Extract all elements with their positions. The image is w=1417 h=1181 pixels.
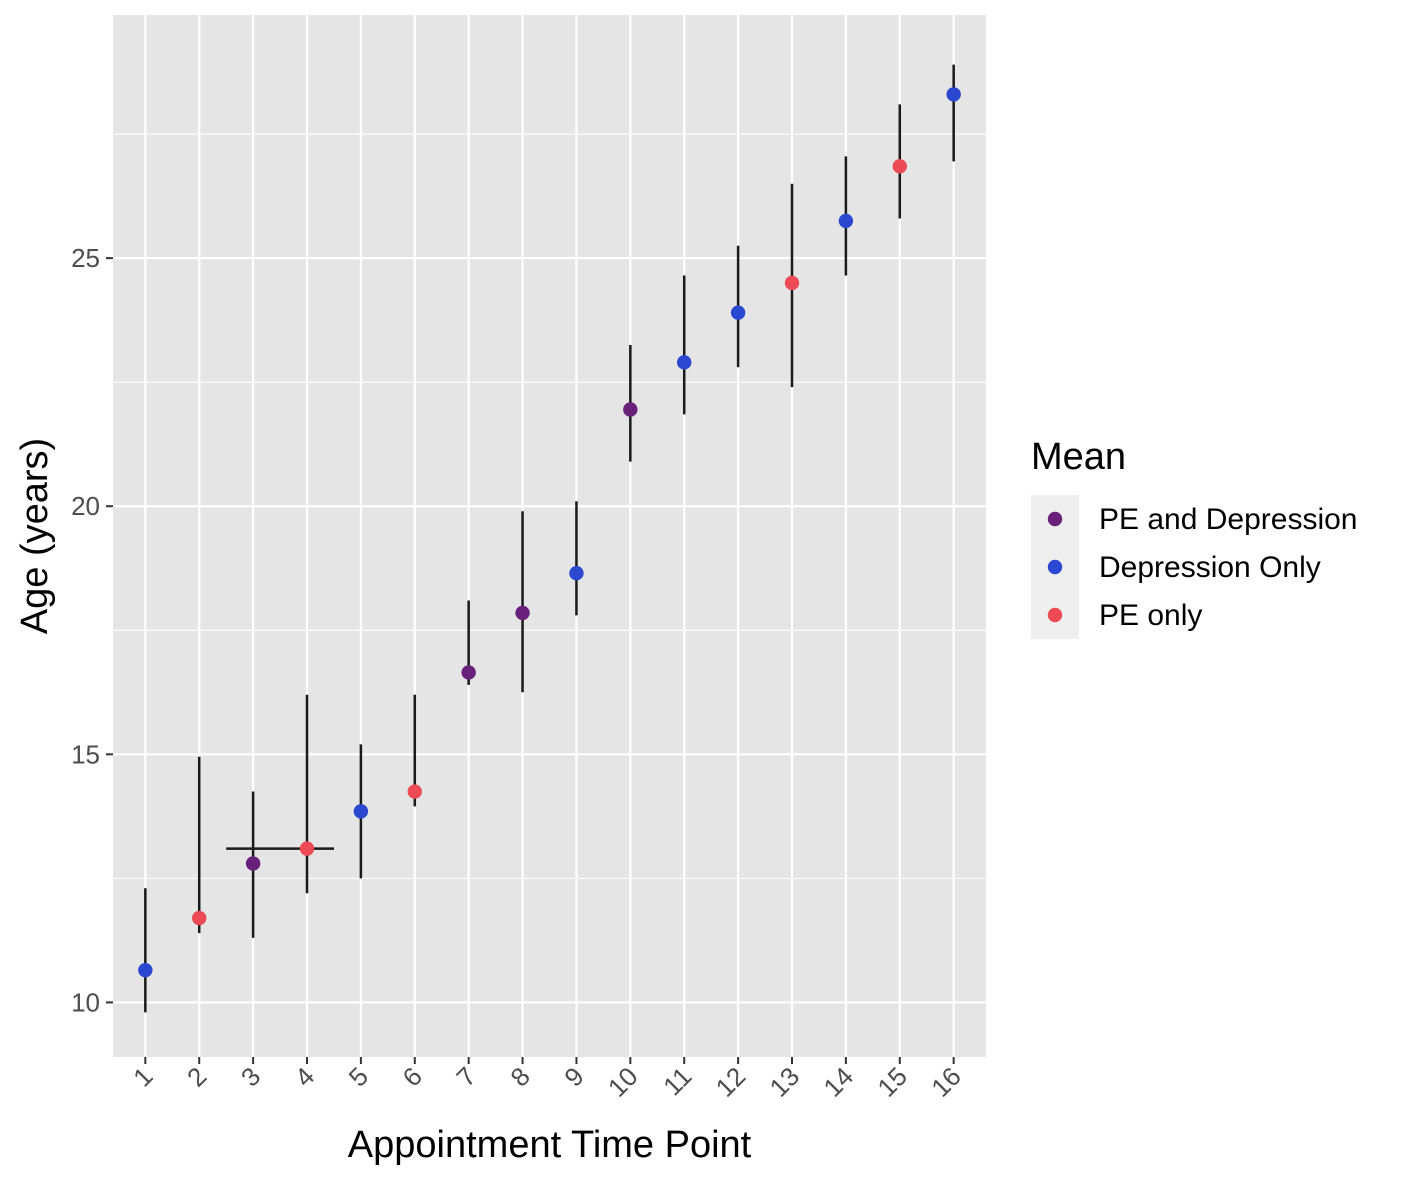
x-tick-label: 1 <box>127 1061 158 1092</box>
mean-point <box>138 962 153 978</box>
mean-point <box>407 784 422 799</box>
y-tick-label: 15 <box>71 739 100 769</box>
x-tick-label: 12 <box>710 1061 752 1103</box>
legend-label: PE only <box>1099 599 1202 632</box>
mean-point <box>569 566 584 581</box>
mean-points <box>138 87 961 978</box>
x-tick-label: 16 <box>925 1061 967 1103</box>
grid-lines <box>113 15 986 1057</box>
legend-label: Depression Only <box>1099 551 1321 584</box>
mean-point <box>677 355 692 370</box>
legend-dot <box>1047 511 1063 527</box>
mean-point <box>838 213 854 229</box>
mean-point <box>192 910 207 926</box>
legend-title: Mean <box>1031 436 1126 478</box>
legend-dot <box>1047 607 1063 623</box>
x-tick-label: 15 <box>871 1061 913 1103</box>
x-axis-title: Appointment Time Point <box>348 1124 752 1166</box>
x-tick-label: 9 <box>558 1061 589 1092</box>
y-axis-title: Age (years) <box>14 438 56 634</box>
x-tick-label: 5 <box>343 1061 374 1092</box>
legend-label: PE and Depression <box>1099 503 1358 536</box>
x-tick-label: 11 <box>657 1061 697 1101</box>
x-tick-label: 2 <box>181 1061 212 1092</box>
plot-panel <box>113 15 986 1057</box>
x-tick-label: 3 <box>235 1061 266 1092</box>
legend-dot <box>1047 559 1063 575</box>
x-tick-label: 6 <box>397 1061 428 1092</box>
x-axis: 1 2 3 4 5 6 7 8 9 10 11 12 13 14 15 16 <box>127 1057 967 1103</box>
x-tick-label: 4 <box>289 1061 320 1092</box>
x-tick-label: 7 <box>450 1061 481 1092</box>
mean-point <box>784 275 800 291</box>
mean-point <box>515 605 530 621</box>
legend: Mean PE and Depression Depression Only PE … <box>1031 436 1358 639</box>
y-tick-label: 10 <box>71 987 100 1017</box>
mean-point <box>730 305 746 320</box>
mean-point <box>353 804 369 819</box>
x-tick-label: 14 <box>817 1061 859 1103</box>
x-tick-label: 8 <box>504 1061 535 1092</box>
mean-point <box>245 856 261 871</box>
y-tick-label: 20 <box>71 491 100 521</box>
mean-point <box>892 159 907 174</box>
y-axis: 10 15 20 25 <box>71 243 113 1017</box>
x-tick-label: 13 <box>764 1061 806 1103</box>
y-tick-label: 25 <box>71 243 100 273</box>
mean-point <box>299 841 315 856</box>
x-tick-label: 10 <box>602 1061 644 1103</box>
mean-point <box>461 665 476 680</box>
mean-point <box>946 87 961 102</box>
mean-point <box>623 402 638 417</box>
